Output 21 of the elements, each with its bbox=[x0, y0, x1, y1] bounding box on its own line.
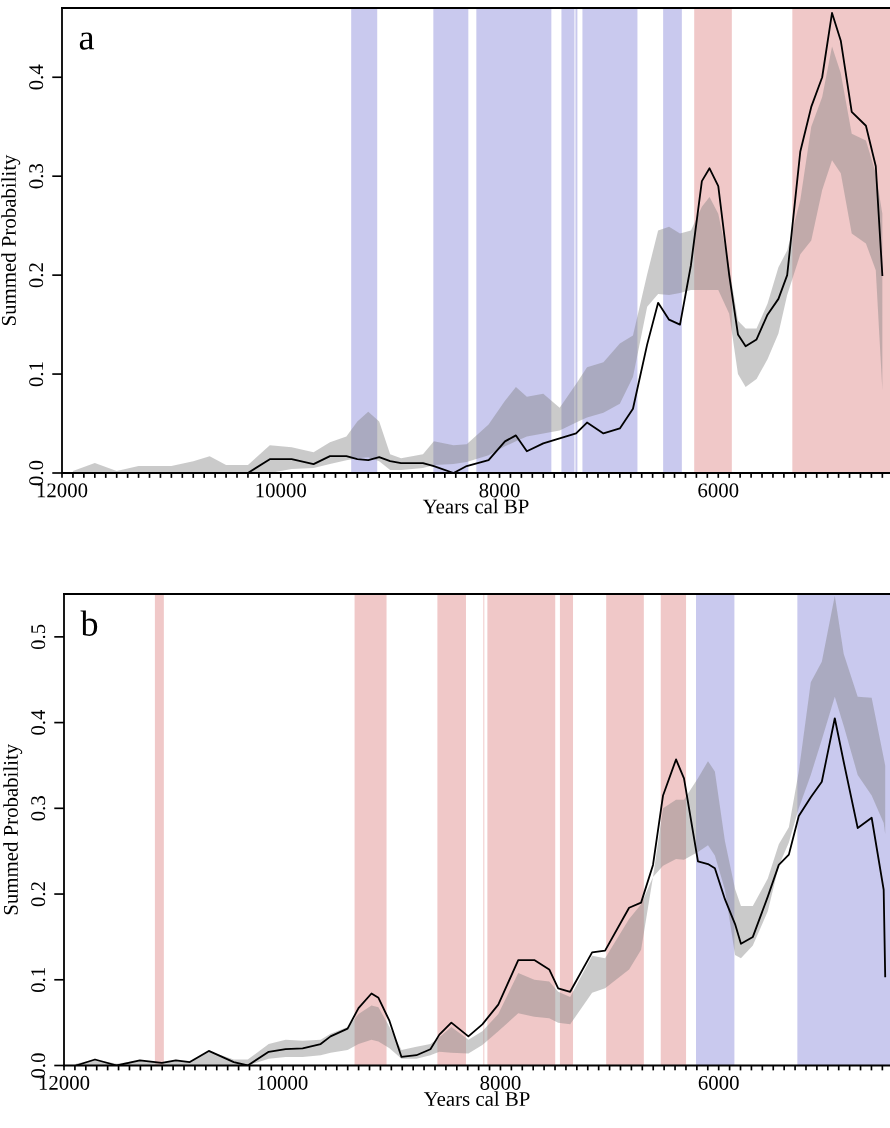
y-axis-title: Summed Probability bbox=[3, 743, 23, 915]
x-tick-label: 10000 bbox=[258, 1075, 308, 1090]
y-tick-label: 0.5 bbox=[31, 624, 46, 650]
y-tick-label: 0.1 bbox=[31, 968, 46, 992]
y-tick-label: 0.1 bbox=[29, 362, 44, 387]
y-tick-label: 0.3 bbox=[31, 796, 46, 821]
x-tick-label: 8000 bbox=[480, 1075, 521, 1090]
y-tick-label: 0.4 bbox=[29, 64, 44, 90]
x-tick-label: 6000 bbox=[698, 483, 739, 498]
annotation: a bbox=[79, 32, 95, 50]
y-tick-label: 0.4 bbox=[31, 709, 46, 735]
y-tick-label: 0.2 bbox=[29, 263, 44, 288]
y-tick-label: 0.3 bbox=[29, 163, 44, 189]
x-tick-label: 8000 bbox=[479, 483, 520, 498]
x-tick-label: 10000 bbox=[256, 483, 307, 498]
y-axis-title: Summed Probability bbox=[1, 154, 21, 326]
y-tick-label: 0.2 bbox=[31, 882, 46, 907]
x-axis-title: Years cal BP bbox=[422, 498, 529, 514]
x-tick-label: 6000 bbox=[698, 1075, 739, 1090]
annotation: b bbox=[80, 610, 98, 636]
x-axis-title: Years cal BP bbox=[423, 1091, 530, 1106]
